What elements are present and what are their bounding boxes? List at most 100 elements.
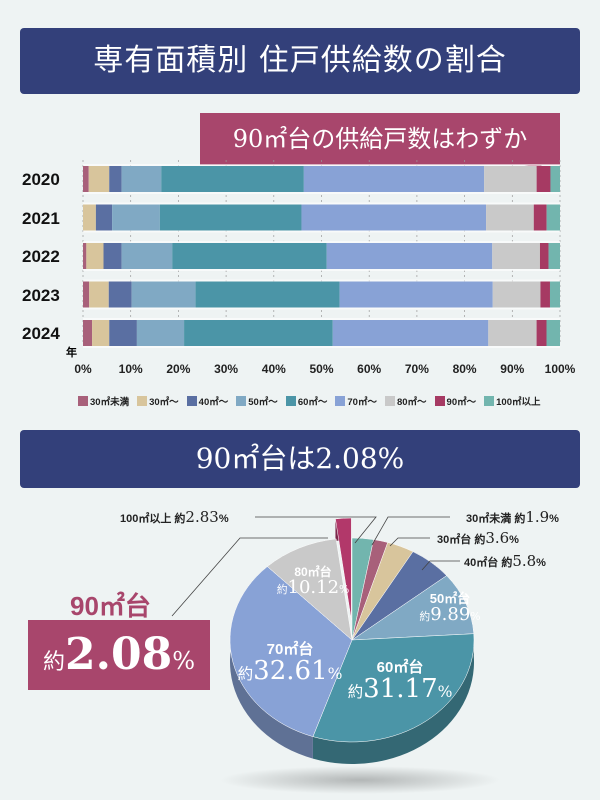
bar-segment bbox=[83, 204, 96, 231]
bar-segment bbox=[546, 320, 560, 346]
pie-slice bbox=[312, 633, 475, 743]
label-30under: 30㎡未満 約1.9% bbox=[466, 508, 559, 526]
legend-item: 100㎡以上 bbox=[484, 394, 540, 408]
value: 10.12 bbox=[287, 576, 340, 598]
bar-segment bbox=[301, 204, 487, 231]
highlight-value: 2.08 bbox=[65, 629, 173, 680]
bar-segment bbox=[136, 320, 185, 346]
legend-swatch bbox=[236, 396, 247, 406]
bar-segment bbox=[109, 320, 137, 346]
value: 9.89 bbox=[430, 603, 471, 625]
year-label: 2024 bbox=[22, 324, 60, 343]
bar-segment bbox=[536, 166, 551, 192]
legend-item: 60㎡～ bbox=[285, 394, 328, 408]
bar-segment bbox=[303, 166, 485, 192]
legend-swatch bbox=[434, 396, 445, 406]
legend-item: 30㎡未満 bbox=[78, 394, 129, 408]
pie-label-value: 約31.17% bbox=[345, 673, 455, 704]
bar-segment bbox=[112, 204, 160, 231]
leader-lines bbox=[171, 516, 460, 617]
x-tick-label: 50% bbox=[309, 362, 334, 376]
bar-segment bbox=[109, 166, 122, 192]
bar-segment bbox=[83, 281, 90, 308]
pie-label-name: 60㎡台 bbox=[376, 659, 424, 676]
year-label: 2022 bbox=[22, 247, 60, 266]
pie-slice bbox=[229, 566, 353, 737]
leader-line-90 bbox=[171, 537, 328, 617]
legend-swatch bbox=[78, 396, 88, 406]
pie-label-value: 約9.89% bbox=[395, 603, 505, 625]
bar-segment bbox=[131, 281, 196, 308]
pie-side bbox=[312, 633, 474, 764]
bar-segment bbox=[89, 281, 109, 308]
year-label: 2020 bbox=[22, 170, 60, 189]
bar-segment bbox=[83, 243, 87, 269]
legend-label: 60㎡～ bbox=[297, 397, 328, 408]
bar-segment bbox=[161, 166, 304, 192]
leader-line-30 bbox=[389, 537, 430, 547]
bar-segment bbox=[488, 320, 537, 346]
pie-label-value: 約10.12% bbox=[258, 576, 368, 598]
pie-chart bbox=[171, 516, 500, 794]
x-tick-label: 90% bbox=[500, 362, 525, 376]
bar-segment bbox=[121, 166, 162, 192]
bar-segment bbox=[492, 243, 540, 269]
pie-label-name: 50㎡台 bbox=[429, 591, 471, 606]
value: 31.17 bbox=[363, 673, 438, 704]
x-tick-label: 10% bbox=[118, 362, 143, 376]
legend-label: 90㎡～ bbox=[446, 397, 477, 408]
highlight-prefix: 約 bbox=[43, 650, 66, 675]
pie-side bbox=[229, 566, 313, 759]
label-100: 100㎡以上 約2.83% bbox=[120, 508, 229, 526]
x-tick-label: 20% bbox=[166, 362, 191, 376]
bar-segment bbox=[95, 204, 113, 231]
unit: % bbox=[339, 582, 350, 596]
year-label: 2023 bbox=[22, 285, 60, 305]
bar-segment bbox=[339, 281, 493, 308]
bar-segment bbox=[539, 243, 549, 269]
unit: % bbox=[437, 682, 453, 701]
bar-chart bbox=[82, 160, 561, 348]
legend-item: 30㎡～ bbox=[137, 394, 179, 408]
prefix: 約 bbox=[419, 609, 431, 623]
bar-segment bbox=[536, 320, 547, 346]
legend-item: 90㎡～ bbox=[434, 394, 477, 408]
bar-segment bbox=[550, 166, 560, 192]
legend-swatch bbox=[335, 396, 346, 406]
section-banner: 90㎡台は2.08% bbox=[20, 430, 580, 488]
x-tick-label: 70% bbox=[404, 362, 429, 376]
pie-slice bbox=[335, 517, 352, 621]
prefix: 約 bbox=[347, 682, 364, 701]
highlight-box: 約 2.08 % bbox=[28, 620, 210, 690]
legend-item: 50㎡～ bbox=[236, 394, 278, 408]
highlight-unit: % bbox=[172, 647, 195, 675]
bar-segment bbox=[159, 204, 302, 231]
x-tick-label: 0% bbox=[74, 362, 92, 376]
legend-label: 30㎡～ bbox=[149, 397, 179, 408]
bar-segment bbox=[83, 320, 93, 346]
x-tick-label: 100% bbox=[544, 362, 576, 376]
bar-segment bbox=[549, 281, 560, 308]
unit: % bbox=[470, 609, 481, 623]
bar-segment bbox=[108, 281, 132, 308]
x-tick-label: 30% bbox=[214, 362, 239, 376]
legend-label: 80㎡～ bbox=[396, 397, 427, 408]
bar-segment bbox=[533, 204, 547, 231]
leader-line-40 bbox=[421, 560, 460, 571]
bar-segment bbox=[121, 243, 173, 269]
bar-segment bbox=[195, 281, 340, 308]
legend-label: 40㎡～ bbox=[198, 397, 229, 408]
pie-label-name: 80㎡台 bbox=[294, 565, 332, 579]
label-40: 40㎡台 約5.8% bbox=[464, 552, 546, 570]
bar-segment bbox=[92, 320, 110, 346]
bar-segment bbox=[546, 204, 560, 231]
pie-label: 80㎡台 約10.12% bbox=[258, 566, 368, 597]
page-title: 専有面積別 住戸供給数の割合 bbox=[20, 28, 580, 94]
pie-label: 50㎡台 約9.89% bbox=[395, 592, 505, 625]
x-tick-label: 80% bbox=[452, 362, 477, 376]
bar-segment bbox=[88, 166, 110, 192]
unit: % bbox=[327, 664, 343, 683]
pie-slice bbox=[266, 538, 353, 641]
bar-segment bbox=[332, 320, 489, 346]
bar-segment bbox=[83, 166, 89, 192]
